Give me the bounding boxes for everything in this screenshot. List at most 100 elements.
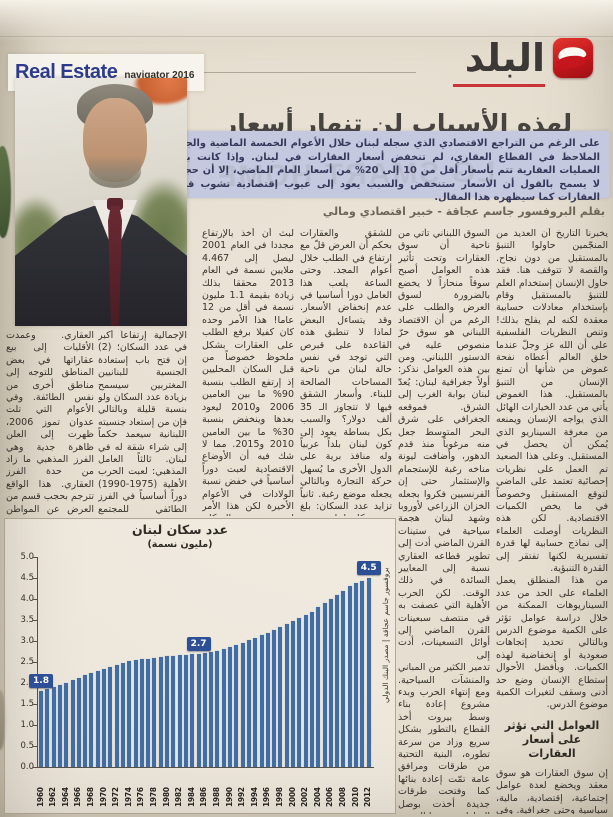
standfirst-text: على الرغم من التراجع الاقتصادي الذي سجله… (168, 138, 600, 203)
chart-y-tick-mark (33, 662, 37, 663)
chart-bar (95, 671, 100, 767)
section-title: Real Estate (15, 61, 118, 83)
chart-y-tick-label: 1.5 (20, 698, 34, 709)
chart-x-tick-label: 1992 (237, 787, 247, 807)
chart-x-tick-label: 1966 (73, 787, 83, 807)
chart-y-tick-mark (33, 704, 37, 705)
newspaper-logo-underline (453, 84, 545, 87)
body-text: تدمير الكثير من المباني والمنشآت السياحي… (398, 662, 490, 814)
chart-y-tick-mark (33, 557, 37, 558)
chart-bar (335, 594, 340, 767)
body-text: السوق اللبناني تأتي من ناحية أن سوق العق… (398, 228, 490, 661)
chart-bar (316, 607, 321, 767)
chart-y-axis (37, 557, 38, 767)
chart-y-tick-label: 2.5 (20, 656, 34, 667)
chart-x-tick-label: 1996 (262, 787, 272, 807)
chart-bar (177, 655, 182, 767)
chart-bar (152, 657, 157, 767)
chart-y-tick-label: 5.0 (20, 551, 34, 562)
chart-y-tick-mark (33, 599, 37, 600)
body-text: من هذا المنطلق يعمل العلماء على الحد من … (496, 575, 608, 711)
chart-bar (165, 656, 170, 767)
paper-crease (0, 36, 613, 37)
chart-y-tick-mark (33, 578, 37, 579)
chart-bar (366, 578, 371, 767)
chart-bar (51, 687, 56, 767)
chart-bar (102, 669, 107, 767)
chart-subtitle: (مليون نسمة) (147, 539, 213, 550)
chart-x-tick-label: 1974 (123, 787, 133, 807)
chart-x-tick-label: 1982 (174, 787, 184, 807)
body-text: لبث أن أخذ بالإرتفاع مجددا في العام 2001… (202, 228, 294, 516)
chart-bar (354, 583, 359, 767)
chart-bar (322, 603, 327, 767)
chart-y-tick-mark (33, 620, 37, 621)
portrait-tie (108, 206, 122, 326)
chart-bar (228, 647, 233, 767)
chart-bar (221, 648, 226, 767)
page-top-sheen (0, 0, 613, 42)
chart-bar (183, 654, 188, 767)
chart-x-tick-label: 2002 (300, 787, 310, 807)
chart-x-tick-label: 2006 (325, 787, 335, 807)
chart-bar (108, 667, 113, 767)
chart-y-tick-mark (33, 767, 37, 768)
population-chart: عدد سكان لبنان (مليون نسمة) بروفسور جاسم… (4, 518, 396, 814)
chart-y-tick-label: 3.0 (20, 635, 34, 646)
chart-bar (347, 586, 352, 767)
article-byline: بقلم البروفسور جاسم عجاقة - خبير اقتصادي… (322, 205, 605, 218)
chart-bar (297, 617, 302, 767)
chart-x-tick-label: 1990 (224, 787, 234, 807)
chart-bar (341, 590, 346, 767)
chart-bar (146, 658, 151, 767)
chart-bar (70, 680, 75, 767)
chart-x-tick-label: 1960 (35, 787, 45, 807)
chart-x-tick-label: 2000 (287, 787, 297, 807)
chart-bar (57, 684, 62, 767)
chart-x-tick-label: 1984 (186, 787, 196, 807)
chart-bar (202, 652, 207, 767)
article-standfirst: على الرغم من التراجع الاقتصادي الذي سجله… (158, 131, 610, 203)
chart-x-tick-label: 1994 (249, 787, 259, 807)
newspaper-logo: البلد (465, 38, 593, 78)
body-text: إن سوق العقارات هو سوق معقد ويخضع لعدة ع… (496, 767, 608, 814)
chart-bar (127, 661, 132, 767)
chart-y-tick-label: 4.0 (20, 593, 34, 604)
chart-y-tick-mark (33, 641, 37, 642)
chart-x-tick-label: 1976 (136, 787, 146, 807)
chart-x-tick-label: 1968 (85, 787, 95, 807)
chart-bar (158, 656, 163, 767)
chart-bar (114, 664, 119, 767)
chart-x-tick-label: 1998 (274, 787, 284, 807)
body-column-6: العقاري. وعمدت الأقليات إلى بيع عقاراتها… (6, 330, 94, 516)
chart-bar (309, 611, 314, 767)
chart-x-tick-label: 1972 (111, 787, 121, 807)
chart-bar (272, 629, 277, 767)
chart-x-tick-label: 1962 (48, 787, 58, 807)
chart-bar (196, 653, 201, 767)
chart-y-tick-mark (33, 746, 37, 747)
chart-bar (190, 654, 195, 767)
chart-bar (360, 580, 365, 767)
body-column-4: لبث أن أخذ بالإرتفاع مجددا في العام 2001… (202, 228, 294, 516)
chart-bar (120, 663, 125, 767)
chart-bar (76, 677, 81, 767)
section-subhead: العوامل التي تؤثر على أسعار العقارات (504, 718, 600, 760)
chart-bar (64, 682, 69, 767)
chart-x-axis (37, 767, 374, 768)
chart-bar (240, 642, 245, 767)
chart-x-tick-label: 2012 (363, 787, 373, 807)
section-subtitle: navigator 2016 (124, 70, 195, 81)
chart-x-tick-label: 1988 (211, 787, 221, 807)
chart-x-tick-label: 2008 (337, 787, 347, 807)
chart-bar (133, 659, 138, 767)
chart-bar (139, 659, 144, 767)
chart-x-tick-label: 1964 (60, 787, 70, 807)
chart-x-tick-label: 2004 (312, 787, 322, 807)
chart-data-label: 2.7 (186, 636, 211, 651)
newspaper-logo-icon (553, 38, 593, 78)
body-column-1: يخبرنا التاريخ أن العديد من المنجّمين حا… (496, 228, 608, 814)
chart-x-tick-label: 2010 (350, 787, 360, 807)
chart-x-tick-label: 1980 (161, 787, 171, 807)
